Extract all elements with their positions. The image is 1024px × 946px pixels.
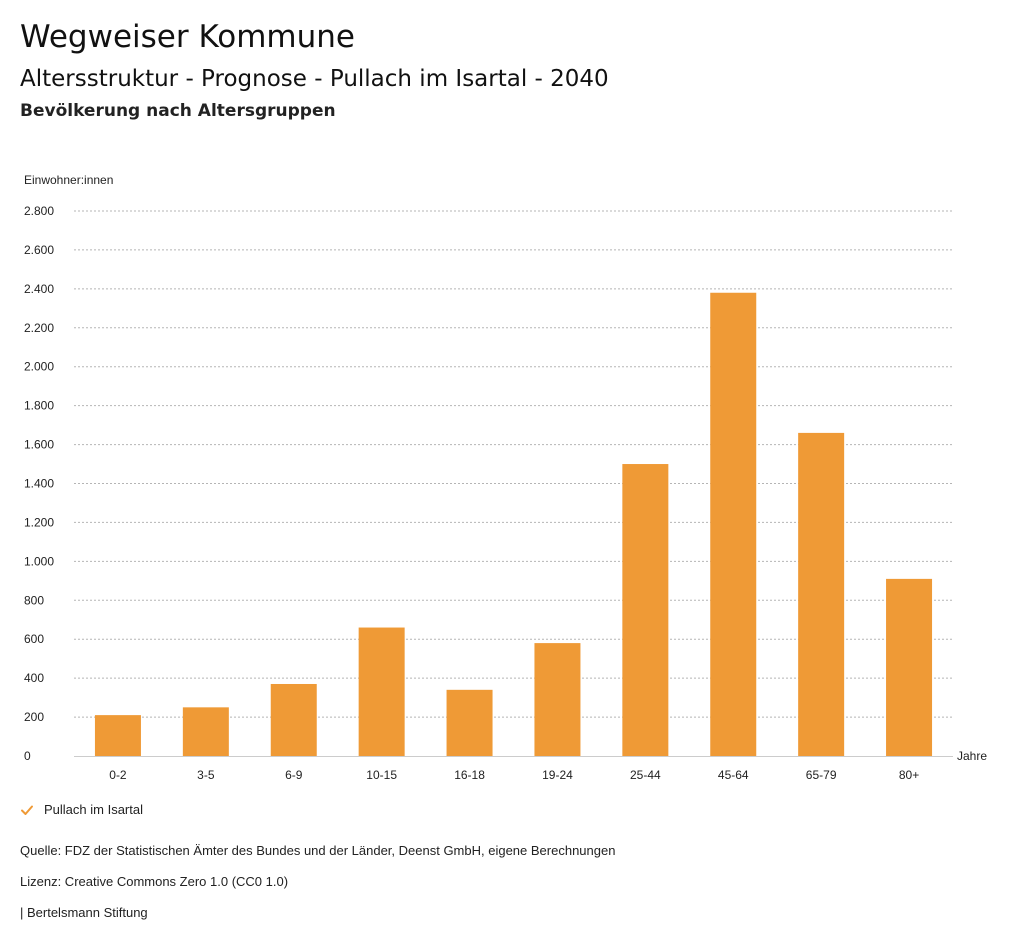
bar-25-44 [622,464,669,756]
bar-80+ [886,578,933,756]
y-tick-label: 200 [24,710,44,724]
x-tick-label: 16-18 [454,768,485,782]
x-tick-label: 10-15 [366,768,397,782]
y-tick-label: 1.800 [24,399,54,413]
y-tick-label: 600 [24,632,44,646]
x-tick-label: 3-5 [197,768,215,782]
y-axis-title: Einwohner:innen [24,173,113,187]
y-tick-label: 2.000 [24,360,54,374]
bar-3-5 [182,707,229,756]
y-tick-label: 1.000 [24,554,54,568]
page-title: Wegweiser Kommune [20,19,355,55]
x-tick-label: 45-64 [718,768,749,782]
bar-45-64 [710,292,757,756]
y-tick-label: 1.600 [24,438,54,452]
y-tick-label: 2.400 [24,282,54,296]
y-tick-label: 2.200 [24,321,54,335]
brand-note: | Bertelsmann Stiftung [20,905,148,920]
bar-10-15 [358,627,405,756]
legend-item-pullach[interactable]: Pullach im Isartal [20,802,143,817]
x-tick-label: 19-24 [542,768,573,782]
license-note: Lizenz: Creative Commons Zero 1.0 (CC0 1… [20,874,289,889]
x-tick-label: 6-9 [285,768,303,782]
y-tick-label: 1.400 [24,477,54,491]
chart-subtitle: Altersstruktur - Prognose - Pullach im I… [20,66,609,92]
chart-description: Bevölkerung nach Altersgruppen [20,101,336,121]
x-tick-label: 25-44 [630,768,661,782]
source-note: Quelle: FDZ der Statistischen Ämter des … [20,843,616,858]
y-tick-label: 2.800 [24,204,54,218]
check-icon [21,805,33,815]
y-tick-label: 800 [24,593,44,607]
legend-label: Pullach im Isartal [44,802,143,817]
x-axis-title: Jahre [957,749,987,763]
x-tick-label: 0-2 [109,768,127,782]
bar-65-79 [798,432,845,756]
x-tick-label: 65-79 [806,768,837,782]
bar-chart: Einwohner:innen 0 200 400 600 800 1.000 1.200 1.… [24,173,987,782]
bar-16-18 [446,689,493,756]
chart-header: Wegweiser Kommune Altersstruktur - Progn… [20,18,609,122]
y-tick-label: 1.200 [24,515,54,529]
y-tick-label: 400 [24,671,44,685]
bar-19-24 [534,643,581,756]
y-tick-label: 0 [24,749,31,763]
bar-0-2 [94,715,141,756]
bar-6-9 [270,683,317,756]
x-tick-label: 80+ [899,768,919,782]
y-tick-label: 2.600 [24,243,54,257]
